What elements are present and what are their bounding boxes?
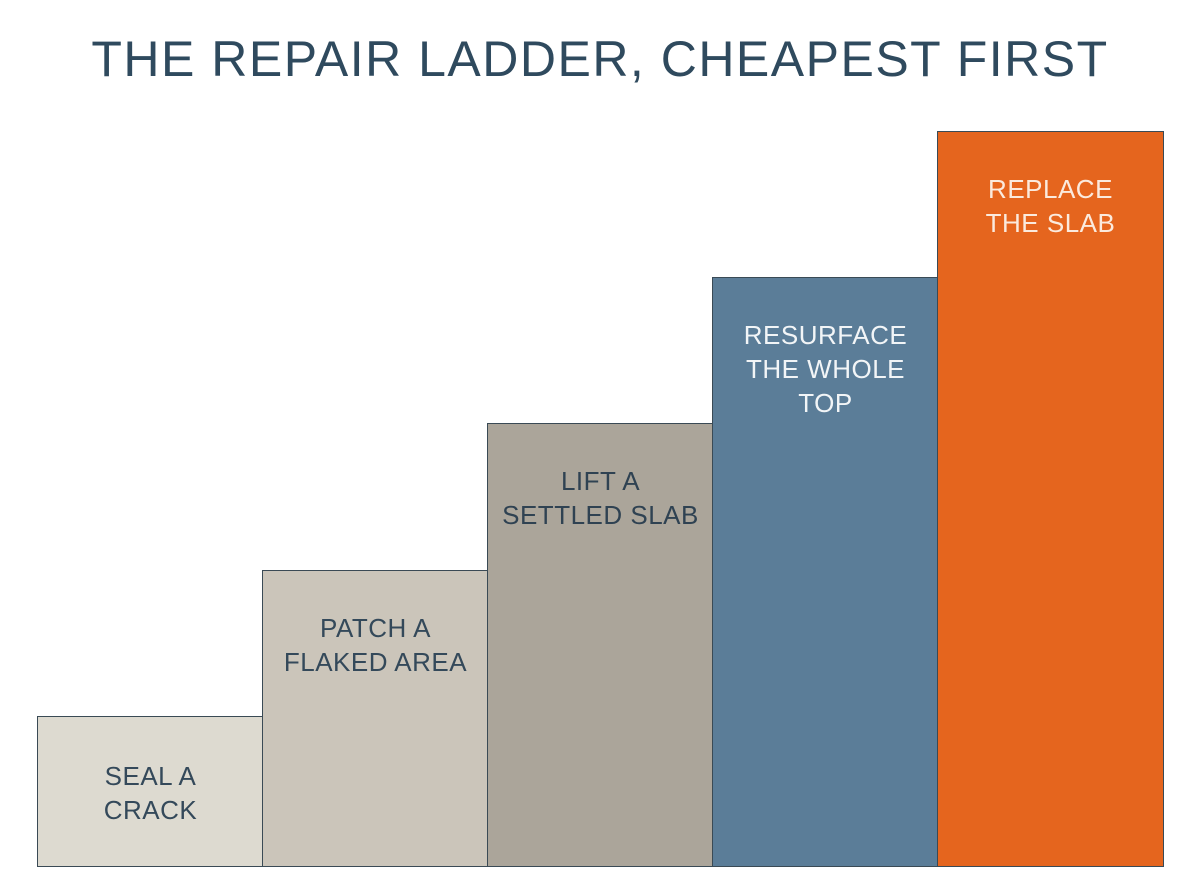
step-label: REPLACE THE SLAB — [985, 174, 1116, 238]
step-label: PATCH A FLAKED AREA — [283, 613, 468, 677]
step-resurface-top: RESURFACE THE WHOLE TOP — [712, 277, 939, 867]
step-seal-crack: SEAL A CRACK — [37, 716, 264, 867]
diagram-title: THE REPAIR LADDER, CHEAPEST FIRST — [91, 31, 1109, 87]
step-label: RESURFACE THE WHOLE TOP — [743, 320, 908, 418]
step-lift-settled-slab: LIFT A SETTLED SLAB — [487, 423, 714, 867]
step-replace-slab: REPLACE THE SLAB — [937, 131, 1164, 867]
step-patch-flaked-area: PATCH A FLAKED AREA — [262, 570, 489, 867]
step-label: SEAL A CRACK — [103, 761, 198, 825]
step-label: LIFT A SETTLED SLAB — [502, 466, 699, 530]
